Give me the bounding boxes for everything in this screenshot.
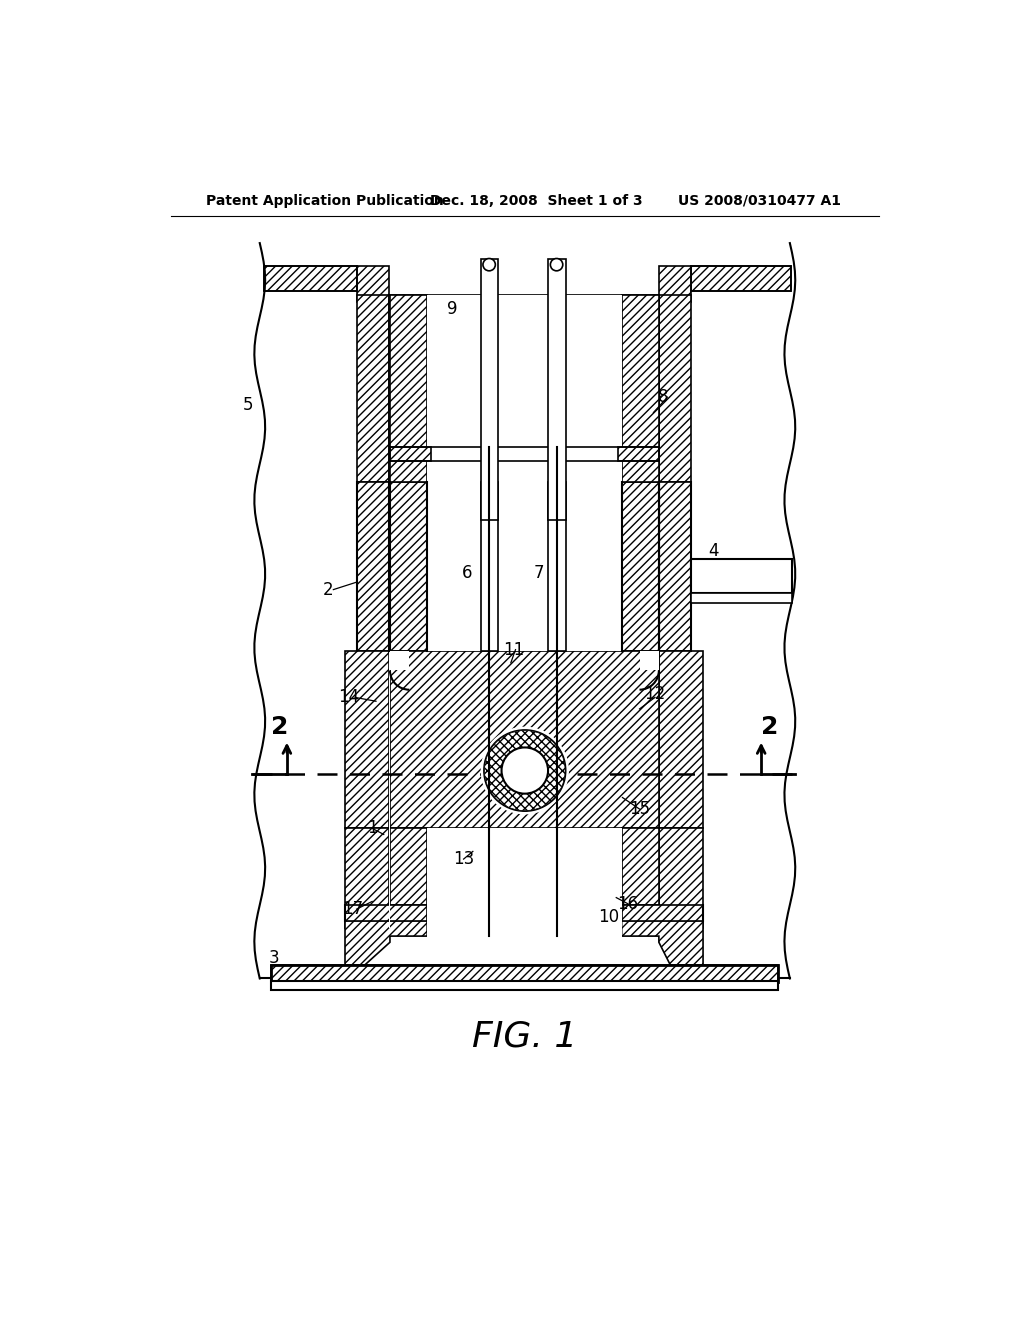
Circle shape bbox=[483, 259, 496, 271]
Bar bbox=[390, 447, 658, 461]
Text: FIG. 1: FIG. 1 bbox=[472, 1019, 578, 1053]
Bar bbox=[658, 482, 691, 651]
Bar bbox=[390, 651, 658, 829]
Circle shape bbox=[550, 259, 563, 271]
Bar bbox=[271, 965, 778, 982]
Text: 8: 8 bbox=[657, 388, 668, 407]
Circle shape bbox=[484, 730, 565, 810]
Bar bbox=[271, 981, 778, 990]
Bar bbox=[427, 482, 622, 651]
Text: 6: 6 bbox=[462, 564, 473, 582]
Text: 7: 7 bbox=[534, 564, 544, 582]
Bar bbox=[640, 651, 658, 671]
Text: 10: 10 bbox=[598, 908, 620, 925]
Text: 9: 9 bbox=[446, 300, 457, 318]
Text: US 2008/0310477 A1: US 2008/0310477 A1 bbox=[678, 194, 842, 207]
Bar bbox=[658, 294, 691, 482]
Bar bbox=[622, 306, 658, 455]
Circle shape bbox=[480, 726, 569, 814]
Bar bbox=[480, 482, 499, 651]
Bar bbox=[390, 306, 427, 455]
Bar bbox=[390, 829, 427, 906]
Bar bbox=[658, 267, 691, 302]
Bar bbox=[658, 651, 703, 829]
Bar bbox=[390, 447, 431, 461]
Polygon shape bbox=[345, 921, 427, 965]
Bar bbox=[345, 906, 427, 921]
Text: 2: 2 bbox=[761, 714, 778, 739]
Text: 3: 3 bbox=[268, 949, 279, 966]
Bar bbox=[617, 447, 658, 461]
Bar bbox=[622, 829, 658, 906]
Text: Dec. 18, 2008  Sheet 1 of 3: Dec. 18, 2008 Sheet 1 of 3 bbox=[430, 194, 643, 207]
Bar bbox=[263, 267, 356, 290]
Bar bbox=[356, 482, 389, 651]
Bar bbox=[622, 482, 658, 651]
Text: 14: 14 bbox=[338, 689, 359, 706]
Circle shape bbox=[502, 747, 548, 793]
Bar bbox=[658, 829, 703, 928]
Bar bbox=[263, 267, 356, 290]
Bar bbox=[427, 921, 622, 948]
Circle shape bbox=[484, 730, 565, 810]
Text: 4: 4 bbox=[708, 543, 719, 560]
Text: 16: 16 bbox=[617, 895, 638, 912]
Text: 17: 17 bbox=[342, 900, 364, 919]
Bar bbox=[356, 267, 389, 302]
Text: 11: 11 bbox=[504, 640, 524, 659]
Bar bbox=[548, 259, 566, 520]
Text: 13: 13 bbox=[453, 850, 474, 869]
Bar bbox=[271, 965, 778, 982]
Polygon shape bbox=[622, 921, 703, 965]
Bar bbox=[622, 906, 703, 921]
Text: 2: 2 bbox=[323, 581, 333, 598]
Bar bbox=[390, 651, 410, 671]
Bar bbox=[480, 259, 499, 520]
Bar bbox=[691, 594, 793, 603]
Bar bbox=[691, 558, 793, 594]
Bar bbox=[390, 482, 427, 651]
Bar bbox=[389, 294, 658, 482]
Bar bbox=[427, 294, 622, 482]
Bar bbox=[548, 482, 566, 651]
Text: 2: 2 bbox=[271, 714, 289, 739]
Bar bbox=[390, 294, 427, 482]
Text: 5: 5 bbox=[243, 396, 253, 413]
Bar bbox=[345, 651, 389, 829]
Text: 1: 1 bbox=[367, 820, 378, 837]
Bar bbox=[345, 829, 389, 928]
Bar bbox=[427, 829, 622, 928]
Bar bbox=[691, 267, 791, 290]
Bar bbox=[622, 294, 658, 482]
Bar bbox=[691, 267, 791, 290]
Bar bbox=[356, 294, 389, 482]
Text: 15: 15 bbox=[629, 800, 650, 818]
Text: 12: 12 bbox=[644, 685, 666, 702]
Text: Patent Application Publication: Patent Application Publication bbox=[206, 194, 443, 207]
